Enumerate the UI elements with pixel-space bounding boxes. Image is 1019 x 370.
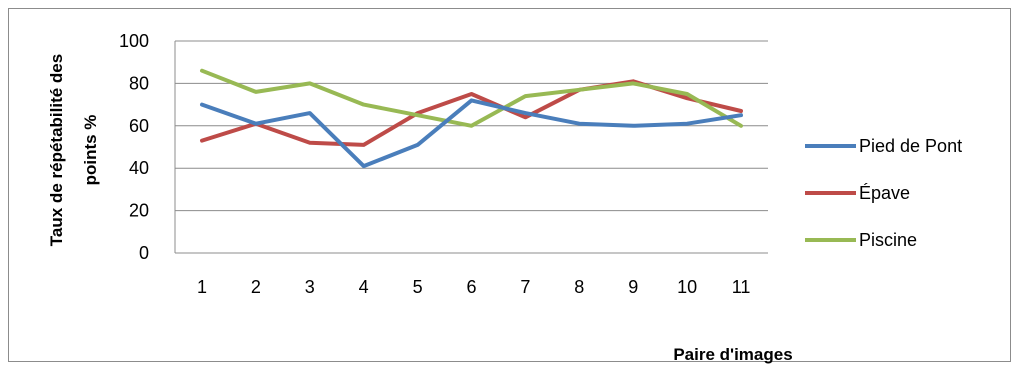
x-tick-label: 4 <box>359 277 369 297</box>
y-tick-label: 60 <box>129 116 149 136</box>
x-tick-label: 6 <box>466 277 476 297</box>
x-axis-title: Paire d'images <box>673 345 792 364</box>
x-tick-label: 2 <box>251 277 261 297</box>
series-line-epave <box>200 79 743 147</box>
series-line-pied-de-pont <box>200 98 743 169</box>
y-axis-title-line-2: points % <box>81 115 100 186</box>
y-axis-title-line-1: Taux de répétabilité des <box>47 54 66 246</box>
x-tick-label: 11 <box>732 277 751 297</box>
x-tick-label: 7 <box>520 277 530 297</box>
series-lines <box>200 68 743 169</box>
legend-label-pied-de-pont: Pied de Pont <box>859 136 962 156</box>
x-tick-label: 3 <box>305 277 315 297</box>
legend: Pied de Pont Épave Piscine <box>805 136 962 250</box>
y-tick-label: 40 <box>129 158 149 178</box>
x-tick-label: 9 <box>628 277 638 297</box>
gridlines <box>174 40 768 254</box>
y-tick-label: 80 <box>129 73 149 93</box>
x-tick-labels: 1 2 3 4 5 6 7 8 9 10 11 <box>197 277 750 297</box>
x-tick-label: 8 <box>574 277 584 297</box>
y-tick-label: 0 <box>139 243 149 263</box>
y-tick-label: 20 <box>129 201 149 221</box>
x-tick-label: 1 <box>197 277 207 297</box>
legend-label-epave: Épave <box>859 183 910 203</box>
x-tick-label: 10 <box>677 277 697 297</box>
x-tick-label: 5 <box>413 277 423 297</box>
legend-label-piscine: Piscine <box>859 230 917 250</box>
series-line-piscine <box>200 68 743 128</box>
y-tick-label: 100 <box>119 31 149 51</box>
y-tick-labels: 0 20 40 60 80 100 <box>119 31 149 263</box>
